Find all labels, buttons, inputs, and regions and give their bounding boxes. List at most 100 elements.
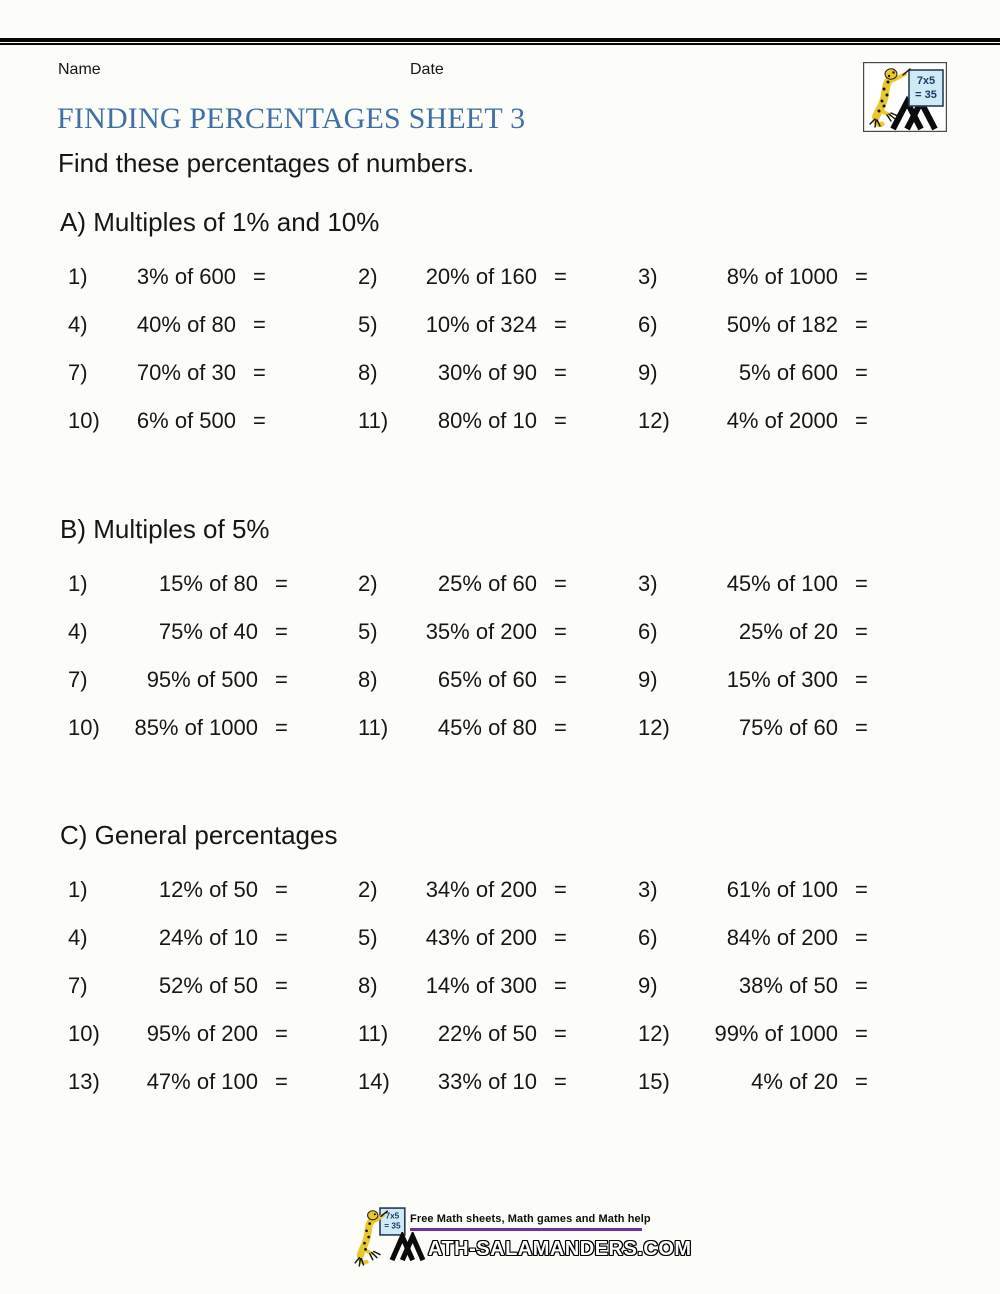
page-title: FINDING PERCENTAGES SHEET 3: [57, 102, 526, 135]
problem-expression: 61% of 100: [726, 877, 838, 902]
salamander-icon: [354, 1210, 388, 1267]
equals-sign: =: [855, 571, 868, 596]
problem-number: 11): [358, 408, 389, 433]
problem-number: 10): [68, 715, 100, 740]
equals-sign: =: [253, 264, 266, 289]
problem-expression: 70% of 30: [136, 360, 236, 385]
problem-expression: 38% of 50: [738, 973, 838, 998]
problem-expression: 24% of 10: [158, 925, 258, 950]
problem-number: 5): [358, 925, 378, 950]
problem-number: 2): [358, 877, 378, 902]
problem-expression: 95% of 500: [146, 667, 258, 692]
name-label: Name: [58, 61, 101, 78]
footer-site-row: ATH-SALAMANDERS.COM: [388, 1232, 692, 1262]
problem-row: 4) 40% of 80 = 5) 10% of 324 = 6) 50% of 182 =: [0, 301, 1000, 349]
problem-number: 3): [638, 877, 658, 902]
problem-expression: 99% of 1000: [714, 1021, 838, 1046]
problem-expression: 14% of 300: [425, 973, 537, 998]
top-border-thick: [0, 38, 1000, 42]
problem-expression: 35% of 200: [425, 619, 537, 644]
equals-sign: =: [855, 715, 868, 740]
equals-sign: =: [554, 619, 567, 644]
problem-number: 1): [68, 264, 88, 289]
problem-expression: 50% of 182: [726, 312, 838, 337]
problem-expression: 22% of 50: [437, 1021, 537, 1046]
salamander-spots: [363, 1222, 372, 1251]
equals-sign: =: [554, 360, 567, 385]
equals-sign: =: [554, 667, 567, 692]
problem-row: 10) 6% of 500 = 11) 80% of 10 = 12) 4% of 2000 =: [0, 397, 1000, 445]
problem-row: 7) 52% of 50 = 8) 14% of 300 = 9) 38% of 50 =: [0, 962, 1000, 1010]
problem-expression: 12% of 50: [158, 877, 258, 902]
problem-number: 4): [68, 925, 88, 950]
footer-tagline: Free Math sheets, Math games and Math he…: [410, 1213, 651, 1225]
footer-salamander-icon: 7x5 = 35: [354, 1207, 406, 1267]
problem-expression: 4% of 2000: [726, 408, 838, 433]
problem-expression: 25% of 20: [738, 619, 838, 644]
equals-sign: =: [554, 571, 567, 596]
problem-number: 12): [638, 1021, 670, 1046]
problem-number: 11): [358, 715, 389, 740]
footer-logo: 7x5 = 35: [352, 1206, 692, 1268]
equals-sign: =: [275, 877, 288, 902]
problem-expression: 34% of 200: [425, 877, 537, 902]
equals-sign: =: [275, 925, 288, 950]
problem-expression: 6% of 500: [136, 408, 236, 433]
problem-expression: 4% of 20: [751, 1069, 838, 1094]
problem-number: 13): [68, 1069, 100, 1094]
equals-sign: =: [554, 264, 567, 289]
top-border: [0, 38, 1000, 45]
problem-expression: 45% of 100: [726, 571, 838, 596]
section-c: C) General percentages 1) 12% of 50 = 2) 34% …: [0, 820, 1000, 1106]
problem-number: 9): [638, 667, 658, 692]
problem-expression: 65% of 60: [437, 667, 537, 692]
problem-number: 3): [638, 264, 658, 289]
equals-sign: =: [253, 408, 266, 433]
equals-sign: =: [855, 619, 868, 644]
math-salamanders-corner-logo: 7x5 = 35: [863, 62, 947, 132]
equals-sign: =: [855, 973, 868, 998]
problem-number: 8): [358, 667, 378, 692]
problem-row: 10) 85% of 1000 = 11) 45% of 80 = 12) 75% of 60…: [0, 704, 1000, 752]
problem-number: 3): [638, 571, 658, 596]
problem-row: 7) 95% of 500 = 8) 65% of 60 = 9) 15% of 300 =: [0, 656, 1000, 704]
equals-sign: =: [275, 1021, 288, 1046]
problem-number: 10): [68, 408, 100, 433]
problem-number: 10): [68, 1021, 100, 1046]
problem-number: 8): [358, 360, 378, 385]
problem-number: 1): [68, 877, 88, 902]
equals-sign: =: [275, 571, 288, 596]
problem-row: 4) 75% of 40 = 5) 35% of 200 = 6) 25% of 20 =: [0, 608, 1000, 656]
board-line2: = 35: [915, 89, 937, 101]
equals-sign: =: [855, 1021, 868, 1046]
problem-number: 6): [638, 619, 658, 644]
top-border-thin: [0, 43, 1000, 45]
equals-sign: =: [554, 715, 567, 740]
footer-text-block: Free Math sheets, Math games and Math he…: [389, 1206, 692, 1262]
problem-expression: 20% of 160: [425, 264, 537, 289]
problem-expression: 33% of 10: [437, 1069, 537, 1094]
problem-row: 4) 24% of 10 = 5) 43% of 200 = 6) 84% of 200 =: [0, 914, 1000, 962]
problem-expression: 75% of 60: [738, 715, 838, 740]
problem-row: 1) 15% of 80 = 2) 25% of 60 = 3) 45% of 100 =: [0, 560, 1000, 608]
problem-number: 7): [68, 667, 88, 692]
equals-sign: =: [855, 1069, 868, 1094]
problem-number: 4): [68, 619, 88, 644]
equals-sign: =: [554, 877, 567, 902]
problem-number: 4): [68, 312, 88, 337]
equals-sign: =: [253, 312, 266, 337]
problem-expression: 5% of 600: [738, 360, 838, 385]
problem-number: 1): [68, 571, 88, 596]
instructions: Find these percentages of numbers.: [58, 148, 475, 178]
equals-sign: =: [855, 925, 868, 950]
equals-sign: =: [554, 312, 567, 337]
problem-expression: 95% of 200: [146, 1021, 258, 1046]
equals-sign: =: [554, 925, 567, 950]
problem-number: 9): [638, 973, 658, 998]
problem-row: 13) 47% of 100 = 14) 33% of 10 = 15) 4% of 20 =: [0, 1058, 1000, 1106]
problem-number: 12): [638, 715, 670, 740]
problem-number: 11): [358, 1021, 389, 1046]
problem-expression: 47% of 100: [146, 1069, 258, 1094]
number-board-icon: 7x5 = 35: [908, 69, 944, 107]
